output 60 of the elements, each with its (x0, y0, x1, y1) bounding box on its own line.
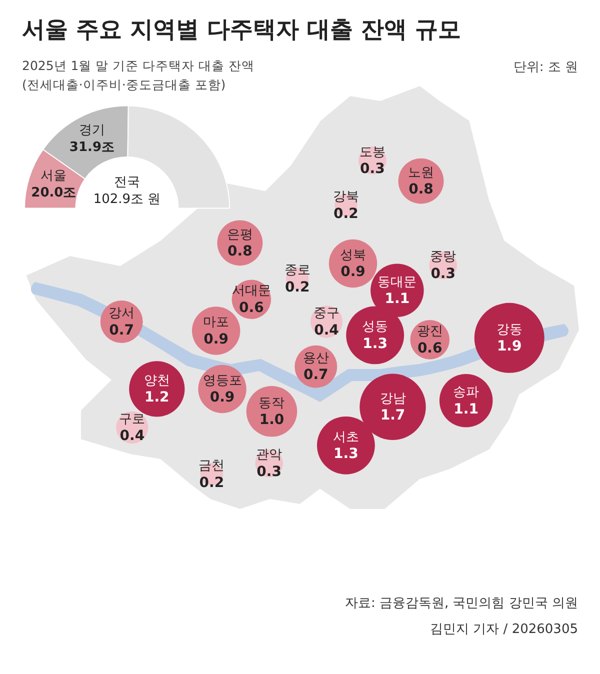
text: 서울 주요 지역별 다주택자 대출 잔액 규모 (22, 16, 462, 45)
data-label: 1.1 (384, 291, 410, 308)
category-label: 금천 (198, 458, 225, 474)
data-label: 0.7 (303, 367, 328, 384)
data-label: 0.8 (228, 244, 252, 260)
data-label: 0.7 (109, 322, 134, 338)
data-label: 1.7 (380, 408, 406, 424)
data-label: 1.2 (144, 390, 170, 406)
data-label: 0.3 (360, 161, 385, 178)
category-label: 구로 (119, 412, 146, 427)
category-label: 서초 (332, 430, 359, 445)
category-label: 마포 (203, 315, 230, 330)
category-label: 광진 (416, 324, 443, 340)
text: 자료: 금융감독원, 국민의힘 강민국 의원 (344, 595, 578, 612)
data-label: 0.9 (340, 264, 366, 280)
text: 전국 102.9조 원 (92, 174, 162, 208)
data-label: 0.4 (314, 322, 340, 338)
category-label: 중구 (314, 306, 340, 322)
data-label: 20.0조 (31, 186, 76, 201)
category-label: 관악 (256, 448, 282, 463)
slice-label: 경기 (78, 123, 105, 138)
category-label: 동대문 (378, 274, 417, 290)
category-label: 성동 (362, 320, 388, 335)
category-label: 강서 (108, 306, 135, 322)
data-label: 1.3 (334, 446, 358, 462)
data-label: 31.9조 (69, 140, 115, 156)
category-label: 도봉 (359, 144, 386, 160)
category-label: 은평 (226, 227, 253, 242)
text: 김민지 기자 / 20260305 (430, 621, 578, 638)
data-label: 1.1 (454, 401, 478, 418)
data-label: 1.9 (496, 338, 522, 355)
category-label: 성북 (340, 248, 366, 263)
data-label: 0.2 (284, 279, 310, 296)
category-label: 용산 (302, 350, 329, 366)
slice-label: 서울 (40, 168, 67, 184)
data-label: 0.9 (204, 331, 228, 348)
category-label: 강남 (380, 391, 406, 406)
data-label: 0.3 (430, 266, 456, 282)
data-label: 1.0 (259, 412, 284, 428)
data-label: 0.3 (256, 464, 282, 480)
data-label: 0.6 (417, 340, 442, 356)
text: 단위: 조 원 (513, 59, 578, 76)
data-label: 0.2 (334, 206, 358, 222)
category-label: 노원 (408, 165, 434, 180)
category-label: 동작 (258, 396, 285, 411)
data-label: 0.9 (210, 390, 235, 406)
data-label: 0.2 (199, 474, 224, 491)
data-label: 1.3 (362, 336, 388, 352)
category-label: 중랑 (430, 250, 456, 265)
data-label: 0.4 (120, 428, 145, 444)
category-label: 영등포 (202, 373, 242, 388)
data-label: 0.6 (239, 300, 264, 316)
category-label: 송파 (453, 385, 480, 400)
category-label: 서대문 (232, 284, 271, 299)
category-label: 강북 (332, 190, 359, 205)
category-label: 강동 (496, 322, 522, 338)
data-label: 0.8 (408, 182, 434, 198)
category-label: 종로 (284, 263, 310, 278)
text: 2025년 1월 말 기준 다주택자 대출 잔액 (전세대출·이주비·중도금대출 포함) (22, 57, 255, 94)
category-label: 양천 (144, 373, 170, 388)
